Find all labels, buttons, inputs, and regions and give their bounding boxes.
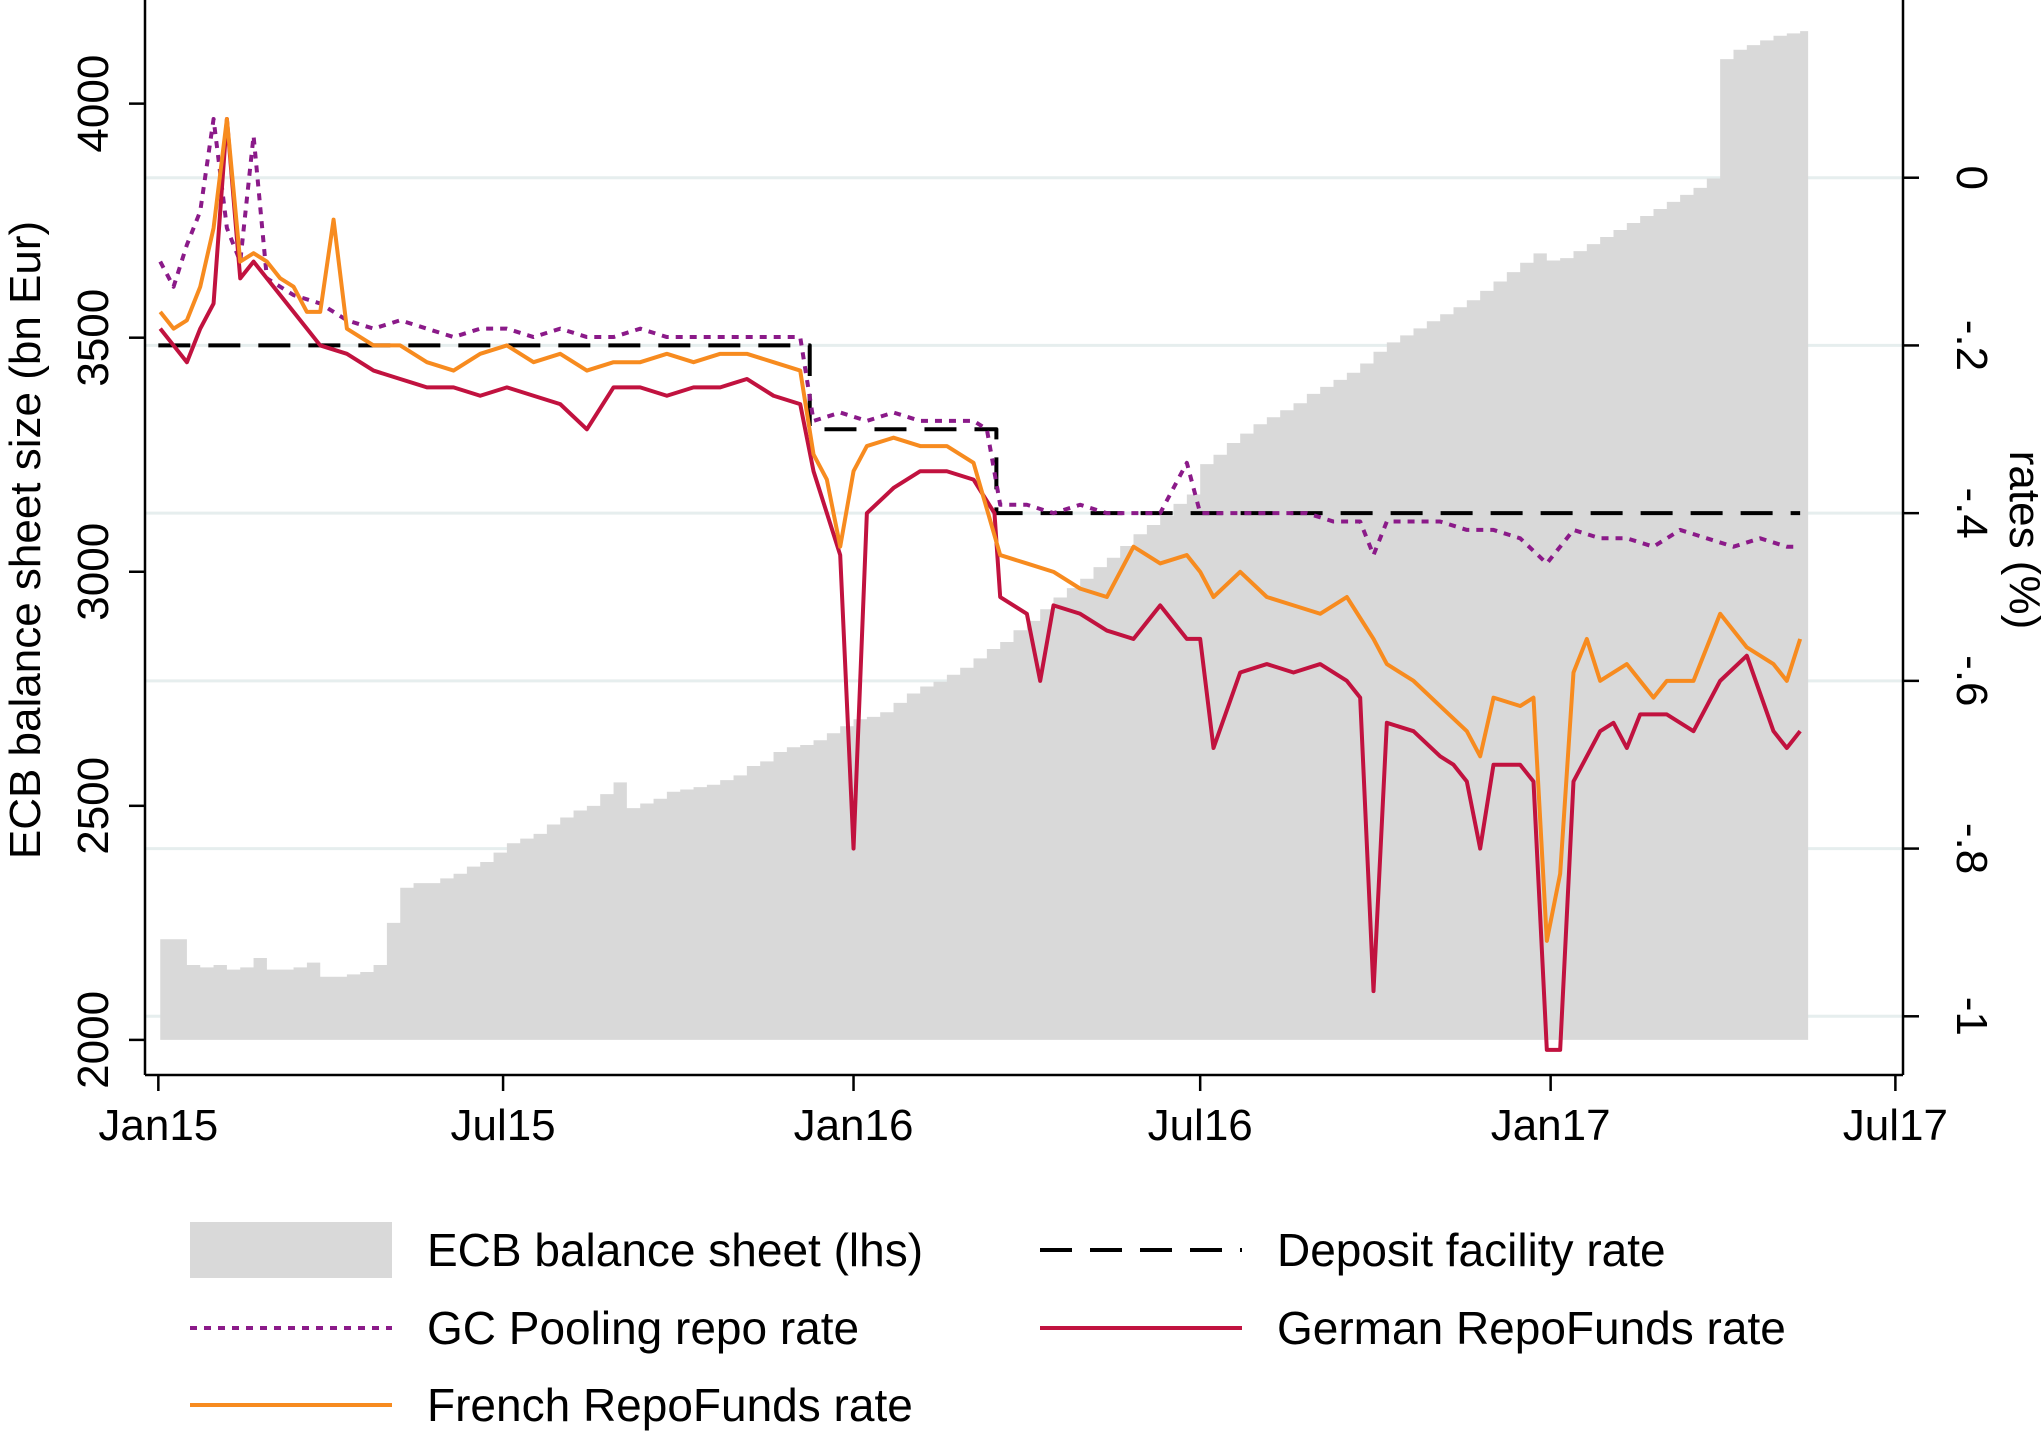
- x-tick-label-0: Jan15: [98, 1101, 218, 1150]
- x-tick-label-3: Jul16: [1148, 1101, 1253, 1150]
- series-gc-pooling-repo-rate: [158, 117, 1801, 566]
- legend-label-german-repofunds-rate: German RepoFunds rate: [1277, 1302, 1786, 1354]
- y-left-tick-label-2: 3000: [69, 523, 118, 621]
- y-right-tick-label-4: -.8: [1947, 823, 1996, 874]
- series-french-repofunds-rate: [158, 117, 1803, 943]
- y-axis-left-title: ECB balance sheet size (bn Eur): [1, 221, 50, 859]
- legend-label-deposit-facility-rate: Deposit facility rate: [1277, 1224, 1666, 1276]
- y-axis-right-title: rates (%): [2000, 451, 2041, 629]
- y-left-tick-label-0: 2000: [69, 991, 118, 1089]
- legend-label-french-repofunds-rate: French RepoFunds rate: [427, 1379, 913, 1431]
- x-tick-label-5: Jul17: [1843, 1101, 1948, 1150]
- x-tick-label-2: Jan16: [794, 1101, 914, 1150]
- lines-layer: [158, 117, 1803, 1052]
- y-right-tick-label-3: -.6: [1947, 655, 1996, 706]
- legend-label-ecb-balance-sheet-lhs: ECB balance sheet (lhs): [427, 1224, 923, 1276]
- y-right-tick-label-0: 0: [1947, 165, 1996, 189]
- axes: Jan15 Jul15 Jan16 Jul16 Jan17 Jul17 2000 2500 30…: [69, 0, 1996, 1150]
- y-left-tick-label-4: 4000: [69, 55, 118, 153]
- y-left-tick-label-1: 2500: [69, 757, 118, 855]
- series-ecb-balance-sheet-area: [160, 31, 1809, 1040]
- legend-swatch-ecb-balance-sheet-lhs: [190, 1222, 392, 1278]
- y-right-tick-label-2: -.4: [1947, 487, 1996, 538]
- legend-label-gc-pooling-repo-rate: GC Pooling repo rate: [427, 1302, 859, 1354]
- y-left-tick-label-3: 3500: [69, 289, 118, 387]
- y-right-tick-label-5: -1: [1947, 997, 1996, 1036]
- series-deposit-facility-rate: [158, 343, 1801, 516]
- y-right-tick-label-1: -.2: [1947, 320, 1996, 371]
- x-tick-label-4: Jan17: [1491, 1101, 1611, 1150]
- x-tick-label-1: Jul15: [450, 1101, 555, 1150]
- legend: ECB balance sheet (lhs) Deposit facility …: [190, 1222, 1786, 1431]
- area-layer: [160, 31, 1809, 1040]
- series-german-repofunds-rate: [158, 117, 1802, 1052]
